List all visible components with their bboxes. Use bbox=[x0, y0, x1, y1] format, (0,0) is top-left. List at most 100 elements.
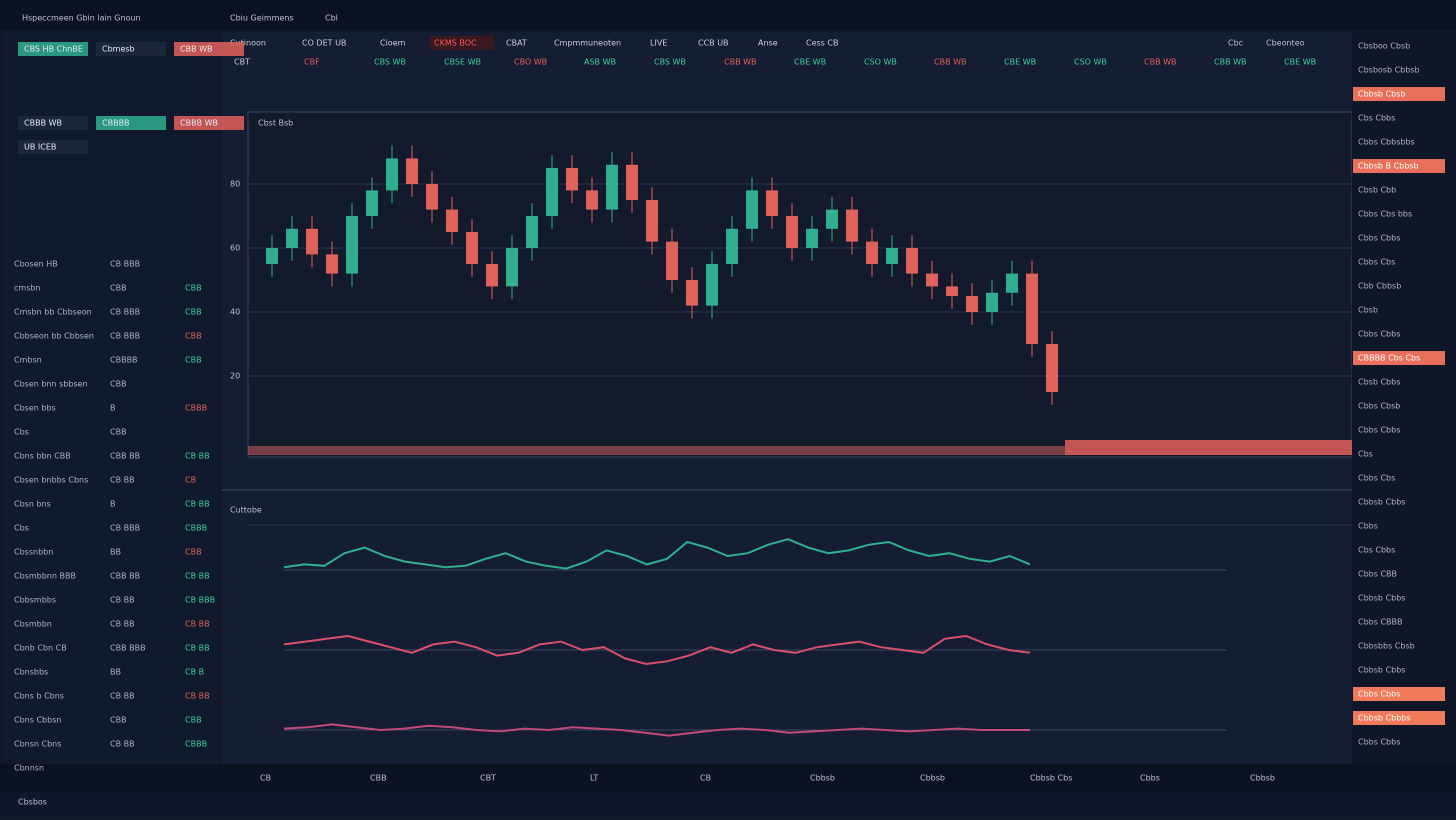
candle-body bbox=[786, 216, 798, 248]
right-item[interactable]: Cbs bbox=[1358, 450, 1373, 459]
right-item[interactable]: Cbbs Cbs bbs bbox=[1358, 210, 1412, 219]
badge-label[interactable]: CBBB WB bbox=[180, 119, 218, 128]
right-item[interactable]: Cbbs CBBB bbox=[1358, 618, 1403, 627]
right-item[interactable]: Cbbsb Cbsb bbox=[1358, 90, 1405, 99]
row-cell: Cbssnbbn bbox=[14, 548, 53, 557]
row-cell: CBB bbox=[110, 428, 127, 437]
tool[interactable]: Cbbsb bbox=[810, 774, 835, 783]
badge-label[interactable]: CBBBB bbox=[102, 119, 130, 128]
toolbar-chip bbox=[430, 36, 494, 50]
badge[interactable] bbox=[96, 116, 166, 130]
row-cell: Cbbsmbbs bbox=[14, 596, 56, 605]
badge[interactable] bbox=[18, 116, 88, 130]
ticker: CBSE WB bbox=[444, 58, 481, 67]
row-cell: CB BBB bbox=[110, 332, 140, 341]
candle-body bbox=[746, 190, 758, 229]
right-item[interactable]: Cbbs Cbbs bbox=[1358, 330, 1400, 339]
toolbar-item[interactable]: CCB UB bbox=[698, 39, 729, 48]
tool[interactable]: Cbbsb Cbs bbox=[1030, 774, 1072, 783]
badge[interactable] bbox=[174, 42, 244, 56]
right-item[interactable]: Cbb Cbbsb bbox=[1358, 282, 1401, 291]
right-item[interactable]: Cbbs Cbbs bbox=[1358, 738, 1400, 747]
row-cell: Cbnnsn bbox=[14, 764, 44, 773]
right-item[interactable]: Cbbs Cbbs bbox=[1358, 426, 1400, 435]
tool[interactable]: Cbbsb bbox=[920, 774, 945, 783]
badge[interactable] bbox=[18, 140, 88, 154]
row-cell: CB bbox=[185, 476, 196, 485]
badge-label[interactable]: CBS HB ChnBE bbox=[24, 45, 83, 54]
right-item[interactable]: Cbsbosb Cbbsb bbox=[1358, 66, 1420, 75]
tool[interactable]: CB bbox=[260, 774, 271, 783]
badge-label[interactable]: Cbmesb bbox=[102, 45, 135, 54]
right-item[interactable]: CBBBB Cbs Cbs bbox=[1358, 354, 1420, 363]
right-item[interactable]: Cbbs Cbbsbbs bbox=[1358, 138, 1415, 147]
right-item[interactable]: Cbbs Cbbs bbox=[1358, 234, 1400, 243]
tab[interactable]: Cbl bbox=[325, 14, 338, 23]
badge[interactable] bbox=[174, 116, 244, 130]
toolbar-item[interactable]: Cess CB bbox=[806, 39, 838, 48]
right-item[interactable]: Cbsb bbox=[1358, 306, 1378, 315]
toolbar-item[interactable]: Cutinoon bbox=[230, 39, 266, 48]
row-cell: CBB bbox=[185, 332, 202, 341]
status: Cbsbos bbox=[18, 798, 47, 807]
indicator-line bbox=[283, 634, 1031, 666]
right-item[interactable]: Cbbsb Cbbs bbox=[1358, 594, 1405, 603]
right-item[interactable]: Cbbsbbs Cbsb bbox=[1358, 642, 1415, 651]
toolbar-item[interactable]: Cbeonteo bbox=[1266, 39, 1305, 48]
chart-title: Cbst Bsb bbox=[258, 119, 293, 128]
row-cell: CBB bbox=[110, 716, 127, 725]
app-title: Hspeccmeen Gbin lain Gnoun bbox=[22, 14, 141, 23]
tool[interactable]: CBT bbox=[480, 774, 496, 783]
badge[interactable] bbox=[18, 42, 88, 56]
tab[interactable]: Cbiu Geimmens bbox=[230, 14, 294, 23]
row-cell: BB bbox=[110, 668, 121, 677]
row-cell: Cbosen HB bbox=[14, 260, 58, 269]
toolbar-item[interactable]: CO DET UB bbox=[302, 39, 346, 48]
candle-body bbox=[306, 228, 318, 255]
right-item[interactable]: Cbbs bbox=[1358, 522, 1378, 531]
tool[interactable]: CBB bbox=[370, 774, 387, 783]
right-item[interactable]: Cbbs Cbbs bbox=[1358, 690, 1400, 699]
toolbar-item[interactable]: CKMS BOC bbox=[434, 39, 477, 48]
row-cell: CBB bbox=[185, 284, 202, 293]
tool[interactable]: Cbbsb bbox=[1250, 774, 1275, 783]
right-item[interactable]: Cbsb Cbb bbox=[1358, 186, 1396, 195]
right-item[interactable]: Cbs Cbbs bbox=[1358, 546, 1395, 555]
toolbar-item[interactable]: Cioem bbox=[380, 39, 406, 48]
badge-label[interactable]: CBB WB bbox=[180, 45, 213, 54]
toolbar-item[interactable]: Cmpmmuneoten bbox=[554, 39, 621, 48]
candle-body bbox=[386, 158, 398, 191]
tool[interactable]: Cbbs bbox=[1140, 774, 1160, 783]
candle-body bbox=[926, 273, 938, 287]
toolbar-item[interactable]: Anse bbox=[758, 39, 778, 48]
row-cell: CBB bbox=[185, 308, 202, 317]
right-item[interactable]: Cbbs Cbs bbox=[1358, 474, 1395, 483]
right-item[interactable]: Cbbsb B Cbbsb bbox=[1358, 162, 1419, 171]
toolbar-item[interactable]: Cbc bbox=[1228, 39, 1243, 48]
right-item[interactable]: Cbsb Cbbs bbox=[1358, 378, 1400, 387]
right-item[interactable]: Cbbsb Cbbbs bbox=[1358, 714, 1411, 723]
right-item[interactable]: Cbbs Cbsb bbox=[1358, 402, 1400, 411]
badge-label[interactable]: UB ICEB bbox=[24, 143, 56, 152]
row-cell: CB BB bbox=[110, 740, 135, 749]
row-cell: CBB BBB bbox=[110, 644, 146, 653]
row-cell: CB BB bbox=[110, 596, 135, 605]
badge-label[interactable]: CBBB WB bbox=[24, 119, 62, 128]
candle-body bbox=[706, 264, 718, 306]
right-item[interactable]: Cbbs CBB bbox=[1358, 570, 1397, 579]
toolbar-item[interactable]: LIVE bbox=[650, 39, 667, 48]
badge[interactable] bbox=[96, 42, 166, 56]
right-item[interactable]: Cbbsb Cbbs bbox=[1358, 498, 1405, 507]
toolbar-item[interactable]: CBAT bbox=[506, 39, 527, 48]
row-cell: CB BBB bbox=[185, 596, 215, 605]
tool[interactable]: CB bbox=[700, 774, 711, 783]
tool[interactable]: LT bbox=[590, 774, 598, 783]
row-cell: Cbsn bns bbox=[14, 500, 51, 509]
row-cell: Cbs bbox=[14, 428, 29, 437]
right-item[interactable]: Cbbs Cbs bbox=[1358, 258, 1395, 267]
row-cell: CBB BB bbox=[110, 452, 140, 461]
right-item[interactable]: Cbsboo Cbsb bbox=[1358, 42, 1410, 51]
right-item[interactable]: Cbs Cbbs bbox=[1358, 114, 1395, 123]
highlight bbox=[1353, 351, 1445, 365]
right-item[interactable]: Cbbsb Cbbs bbox=[1358, 666, 1405, 675]
